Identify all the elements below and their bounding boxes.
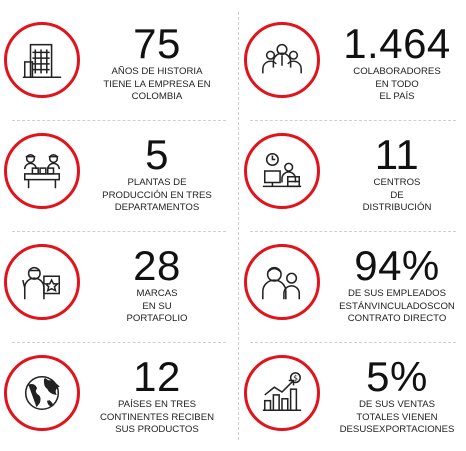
stat-number: 1.464 <box>343 20 451 67</box>
caption-line: CONTRATO DIRECTO <box>347 313 447 324</box>
globe-icon <box>4 355 80 431</box>
building-icon <box>4 22 80 98</box>
caption-line: PRODUCCIÓN EN TRES <box>102 189 212 201</box>
stat-number: 5% <box>366 353 428 400</box>
caption-line: DESUSEXPORTACIONES <box>339 424 455 435</box>
horizontal-divider <box>12 120 226 121</box>
stat-number: 11 <box>374 131 420 178</box>
stat-distribution-centers: 11 CENTROS DE DISTRIBUCIÓN <box>240 117 466 229</box>
caption-line: COLOMBIA <box>131 91 183 102</box>
stat-number: 28 <box>133 242 181 289</box>
stat-plants: 5 PLANTAS DE PRODUCCIÓN EN TRES DEPARTAM… <box>0 117 233 229</box>
stat-number: 12 <box>133 353 181 400</box>
stat-employees: 94% DE SUS EMPLEADOS ESTÁNVINCULADOSCON … <box>240 228 466 340</box>
caption-line: SUS PRODUCTOS <box>115 424 199 435</box>
caption-line: DEPARTAMENTOS <box>114 202 200 213</box>
horizontal-divider <box>250 120 456 121</box>
stat-caption: MARCAS EN SU PORTAFOLIO <box>84 288 230 326</box>
distribution-center-icon <box>244 133 320 209</box>
caption-line: DISTRIBUCIÓN <box>362 202 432 213</box>
stat-countries: 12 PAÍSES EN TRES CONTINENTES RECIBEN SU… <box>0 339 233 451</box>
caption-line: DE <box>390 189 404 201</box>
stat-caption: DE SUS EMPLEADOS ESTÁNVINCULADOSCON CONT… <box>324 288 466 326</box>
stat-number: 75 <box>133 20 181 67</box>
caption-line: PAÍSES EN TRES <box>117 399 197 410</box>
stat-collaborators: 1.464 COLABORADORES EN TODO EL PAÍS <box>240 6 466 118</box>
growth-chart-icon: $ <box>244 355 320 431</box>
caption-line: EN TODO <box>375 78 419 90</box>
caption-line: MARCAS <box>136 288 178 299</box>
caption-line: AÑOS DE HISTORIA <box>111 66 203 77</box>
horizontal-divider <box>12 231 226 232</box>
horizontal-divider <box>250 342 456 343</box>
horizontal-divider <box>12 342 226 343</box>
caption-line: TOTALES VIENEN <box>356 411 438 423</box>
factory-workers-icon <box>4 133 80 209</box>
caption-line: COLABORADORES <box>353 66 441 77</box>
vertical-divider <box>238 12 239 440</box>
team-icon <box>244 22 320 98</box>
caption-line: EN SU <box>142 300 172 312</box>
svg-text:$: $ <box>293 374 298 383</box>
stat-caption: DE SUS VENTAS TOTALES VIENEN DESUSEXPORT… <box>324 399 466 437</box>
stat-caption: PAÍSES EN TRES CONTINENTES RECIBEN SUS P… <box>84 399 230 437</box>
caption-line: CENTROS <box>373 177 421 188</box>
stat-caption: CENTROS DE DISTRIBUCIÓN <box>324 177 466 215</box>
stat-caption: COLABORADORES EN TODO EL PAÍS <box>324 66 466 104</box>
stat-years-history: 75 AÑOS DE HISTORIA TIENE LA EMPRESA EN … <box>0 6 233 118</box>
caption-line: PLANTAS DE <box>127 177 187 188</box>
caption-line: TIENE LA EMPRESA EN <box>103 78 211 90</box>
employees-icon <box>244 244 320 320</box>
caption-line: DE SUS VENTAS <box>358 399 436 410</box>
caption-line: DE SUS EMPLEADOS <box>347 288 447 299</box>
horizontal-divider <box>250 231 456 232</box>
stat-number: 5 <box>145 131 169 178</box>
stat-brands: 28 MARCAS EN SU PORTAFOLIO <box>0 228 233 340</box>
stat-caption: AÑOS DE HISTORIA TIENE LA EMPRESA EN COL… <box>84 66 230 104</box>
stat-exports: $ 5% DE SUS VENTAS TOTALES VIENEN DESUSE… <box>240 339 466 451</box>
caption-line: PORTAFOLIO <box>126 313 188 324</box>
brand-presenter-icon <box>4 244 80 320</box>
caption-line: ESTÁNVINCULADOSCON <box>339 300 455 312</box>
stat-caption: PLANTAS DE PRODUCCIÓN EN TRES DEPARTAMEN… <box>84 177 230 215</box>
stat-number: 94% <box>354 242 440 289</box>
caption-line: EL PAÍS <box>379 91 415 102</box>
caption-line: CONTINENTES RECIBEN <box>99 411 215 423</box>
